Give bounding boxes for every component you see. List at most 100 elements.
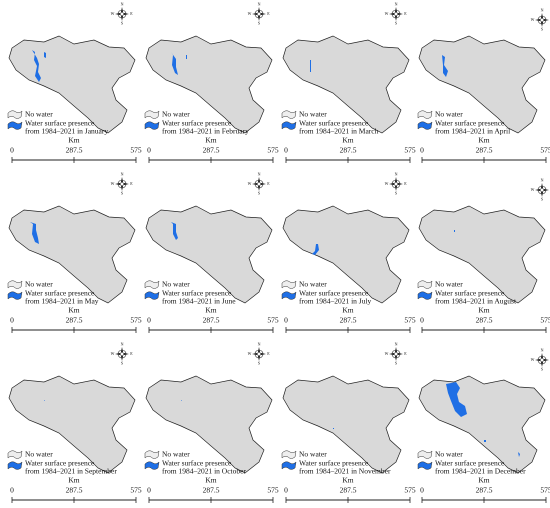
compass-w: W: [531, 187, 535, 192]
compass-needle: [535, 13, 549, 27]
legend-no-water: No water: [435, 280, 463, 289]
scale-label: 575: [130, 316, 142, 325]
basin: [8, 35, 136, 134]
compass-s: S: [395, 190, 397, 195]
scale-label: 575: [130, 486, 142, 495]
scale-label: 287.5: [203, 146, 220, 155]
scale-label: 0: [284, 146, 288, 155]
compass-w: W: [248, 11, 252, 16]
legend-water-icon: [281, 121, 297, 130]
scale-label: 575: [267, 146, 279, 155]
scale-unit: Km: [342, 136, 353, 145]
compass: N S E W: [385, 341, 408, 365]
compass: N S E W: [111, 341, 134, 365]
basin: [145, 205, 273, 304]
basin: [282, 205, 410, 304]
scale-label: 575: [404, 316, 416, 325]
compass-e: E: [130, 351, 133, 356]
scale-label: 287.5: [340, 316, 357, 325]
compass: N S E W: [385, 1, 408, 25]
legend-water: Water surface presence: [299, 119, 369, 128]
scale-label: 0: [147, 316, 151, 325]
basin: [282, 375, 410, 474]
legend-no-water: No water: [162, 280, 190, 289]
compass-w: W: [531, 357, 535, 362]
legend-water-icon: [144, 461, 160, 470]
compass-s: S: [121, 360, 123, 365]
scale-label: 287.5: [66, 146, 83, 155]
legend-period: from 1984–2021 in February: [162, 127, 249, 136]
scale-label: 575: [404, 486, 416, 495]
compass-e: E: [404, 11, 407, 16]
legend-no-water: No water: [25, 450, 53, 459]
compass-n: N: [121, 1, 124, 6]
basin: [418, 35, 546, 134]
legend-no-water-icon: [417, 110, 433, 119]
compass-needle: [252, 347, 266, 361]
compass: N S E W: [385, 171, 408, 195]
scale-unit: Km: [205, 136, 216, 145]
scale-label: 0: [10, 316, 14, 325]
scale-label: 575: [267, 486, 279, 495]
legend-water: Water surface presence: [435, 459, 505, 468]
legend-water-icon: [417, 121, 433, 130]
compass-n: N: [541, 177, 544, 182]
basin: [282, 35, 410, 134]
compass: N S E W: [248, 171, 271, 195]
compass-needle: [252, 177, 266, 191]
legend-no-water-icon: [144, 280, 160, 289]
legend-no-water: No water: [299, 450, 327, 459]
compass-needle: [115, 177, 129, 191]
basin: [8, 205, 136, 304]
scale-label: 0: [420, 486, 424, 495]
compass-w: W: [111, 181, 115, 186]
legend-no-water: No water: [299, 280, 327, 289]
scale-label: 287.5: [203, 486, 220, 495]
compass-s: S: [258, 20, 260, 25]
water-area: [44, 400, 45, 401]
legend-water: Water surface presence: [162, 459, 232, 468]
scale-unit: Km: [342, 306, 353, 315]
compass-n: N: [121, 171, 124, 176]
legend-no-water-icon: [417, 450, 433, 459]
legend-water-icon: [144, 291, 160, 300]
legend-period: from 1984–2021 in January: [25, 127, 108, 136]
scale-unit: Km: [478, 476, 489, 485]
legend-no-water: No water: [435, 450, 463, 459]
basin: [418, 205, 546, 304]
scale-label: 287.5: [476, 146, 493, 155]
scale-unit: Km: [478, 136, 489, 145]
compass: N S E W: [248, 1, 271, 25]
scale-unit: Km: [205, 476, 216, 485]
legend-water-icon: [7, 291, 23, 300]
legend-period: from 1984–2021 in August: [435, 297, 517, 306]
legend-no-water-icon: [144, 450, 160, 459]
legend-no-water-icon: [281, 110, 297, 119]
compass: N S E W: [248, 341, 271, 365]
scale-label: 575: [540, 316, 550, 325]
compass-needle: [389, 7, 403, 21]
scale-label: 287.5: [340, 486, 357, 495]
compass-w: W: [248, 181, 252, 186]
legend-no-water-icon: [281, 450, 297, 459]
compass-needle: [389, 177, 403, 191]
compass-needle: [115, 347, 129, 361]
scale-label: 575: [130, 146, 142, 155]
legend-no-water-icon: [7, 450, 23, 459]
scale-label: 575: [267, 316, 279, 325]
legend-water-icon: [417, 461, 433, 470]
legend-water-icon: [7, 461, 23, 470]
compass-s: S: [541, 366, 543, 371]
compass-n: N: [395, 341, 398, 346]
legend-period: from 1984–2021 in July: [299, 297, 372, 306]
legend-water-icon: [281, 461, 297, 470]
scale-label: 287.5: [203, 316, 220, 325]
legend-water: Water surface presence: [162, 119, 232, 128]
basin: [145, 35, 273, 134]
compass-e: E: [130, 181, 133, 186]
scale-label: 287.5: [476, 486, 493, 495]
